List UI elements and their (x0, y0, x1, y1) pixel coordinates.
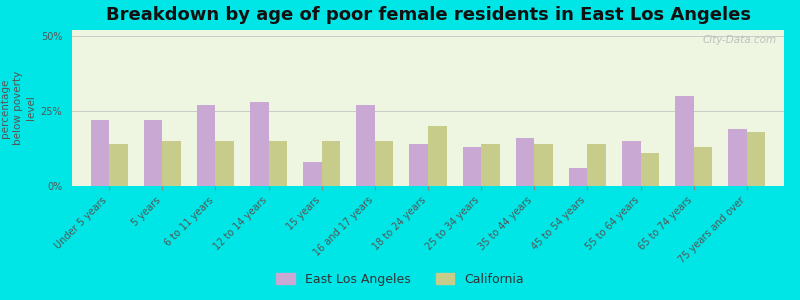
Bar (622, 141, 641, 186)
Bar (250, 102, 269, 186)
Bar (728, 129, 747, 186)
Bar (641, 153, 659, 186)
Legend: East Los Angeles, California: East Los Angeles, California (271, 268, 529, 291)
Bar (481, 144, 500, 186)
Bar (462, 147, 481, 186)
Text: City-Data.com: City-Data.com (702, 35, 777, 45)
Bar (144, 120, 162, 186)
Bar (428, 126, 446, 186)
Bar (375, 141, 394, 186)
Bar (90, 120, 109, 186)
Bar (197, 105, 215, 186)
Bar (109, 144, 128, 186)
Bar (587, 144, 606, 186)
Bar (569, 168, 587, 186)
Bar (747, 132, 766, 186)
Bar (322, 141, 340, 186)
Bar (162, 141, 181, 186)
Bar (534, 144, 553, 186)
Title: Breakdown by age of poor female residents in East Los Angeles: Breakdown by age of poor female resident… (106, 6, 750, 24)
Bar (694, 147, 712, 186)
Bar (410, 144, 428, 186)
Bar (356, 105, 375, 186)
Bar (675, 96, 694, 186)
Bar (215, 141, 234, 186)
Y-axis label: percentage
below poverty
level: percentage below poverty level (0, 71, 37, 145)
Bar (303, 162, 322, 186)
Bar (269, 141, 287, 186)
Bar (516, 138, 534, 186)
